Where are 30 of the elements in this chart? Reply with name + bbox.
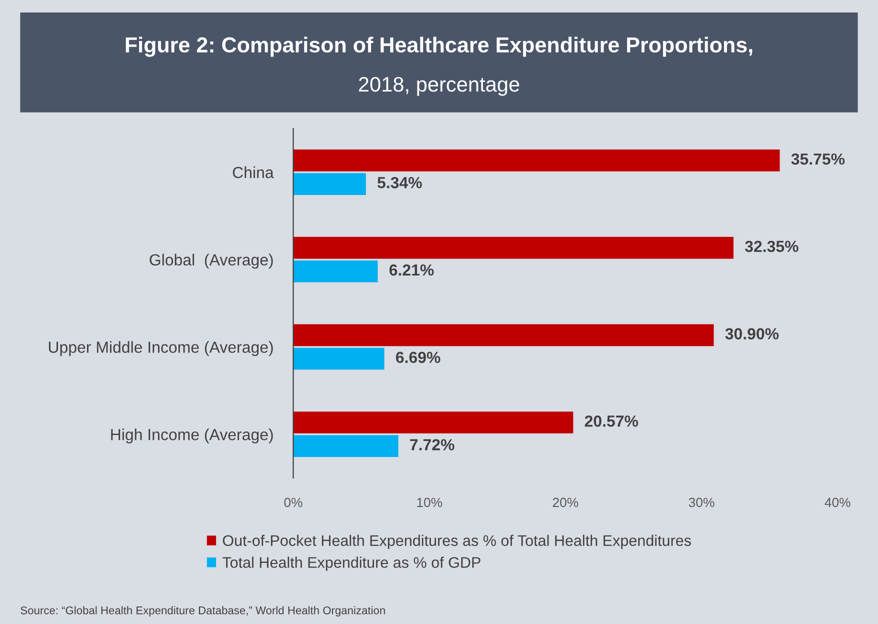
bar xyxy=(293,412,574,434)
chart-title: Figure 2: Comparison of Healthcare Expenditure Proportions, xyxy=(126,36,752,57)
x-tick-label: 20% xyxy=(552,498,578,508)
x-tick-label: 10% xyxy=(417,498,442,508)
chart-subtitle: 2018, percentage xyxy=(358,76,520,96)
data-label: 5.34% xyxy=(378,176,422,188)
bar xyxy=(293,150,780,172)
bar xyxy=(293,260,378,282)
data-label: 35.75% xyxy=(791,153,845,165)
bar xyxy=(293,236,734,259)
data-label: 6.21% xyxy=(389,264,434,276)
x-tick-label: 40% xyxy=(824,498,850,508)
x-tick-label: 30% xyxy=(688,498,714,508)
y-tick-label: High Income (Average) xyxy=(111,428,273,444)
y-tick-label: Upper Middle Income (Average) xyxy=(48,341,273,356)
data-label: 32.35% xyxy=(744,240,798,252)
bar xyxy=(293,324,714,346)
y-tick-label: China xyxy=(232,166,274,178)
legend-label: Total Health Expenditure as % of GDP xyxy=(222,556,480,571)
bar xyxy=(293,348,384,370)
data-label: 7.72% xyxy=(410,439,454,450)
data-label: 30.90% xyxy=(725,328,779,340)
legend-label: Out-of-Pocket Health Expenditures as % of Total Health Expenditures xyxy=(222,534,691,550)
data-label: 20.57% xyxy=(584,415,638,427)
source-note: Source: “Global Health Expenditure Database,” World Health Organization xyxy=(20,606,385,617)
bar xyxy=(293,435,398,458)
y-tick-label: Global (Average) xyxy=(150,254,273,269)
data-label: 6.69% xyxy=(396,352,440,364)
bar xyxy=(293,173,366,195)
x-tick-label: 0% xyxy=(284,498,302,508)
